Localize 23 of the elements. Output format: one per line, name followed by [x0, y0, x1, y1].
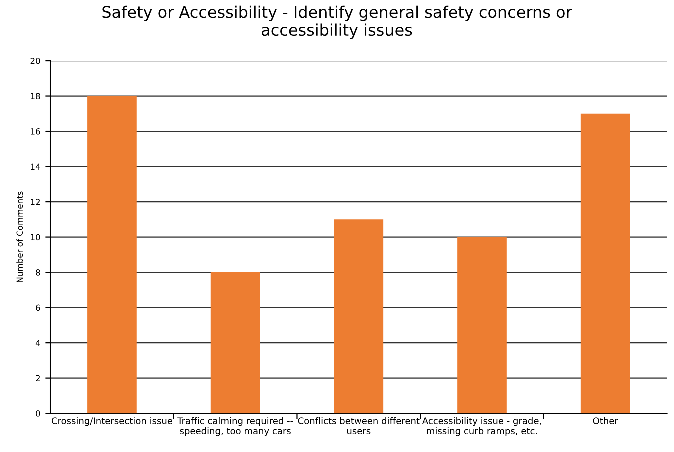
bar — [334, 220, 384, 414]
y-tick-label: 16 — [31, 128, 40, 135]
y-tick-label: 12 — [31, 199, 40, 206]
bar — [458, 237, 507, 414]
x-tick-label: Accessibility issue - grade, missing curb ramps, etc. — [422, 417, 542, 436]
x-tick-label: Traffic calming required -- speeding, too many cars — [178, 417, 294, 436]
y-axis-title: Number of Comments — [16, 192, 24, 282]
x-tick-label: Conflicts between different users — [298, 417, 420, 435]
x-tick-label: Other — [593, 417, 618, 424]
y-tick-label: 0 — [36, 410, 40, 417]
y-tick-label: 6 — [36, 304, 40, 312]
y-tick-label: 20 — [30, 58, 40, 64]
chart-title: Safety or Accessibility - Identify general safety concerns or accessibility issues — [102, 6, 572, 40]
y-tick-label: 14 — [31, 164, 40, 170]
y-tick-label: 8 — [36, 270, 40, 276]
y-tick-label: 10 — [31, 234, 40, 241]
bar — [580, 114, 630, 414]
y-tick-label: 2 — [36, 375, 40, 382]
bar — [88, 96, 137, 414]
y-tick-label: 4 — [36, 340, 40, 346]
x-tick-label: Crossing/Intersection issue — [52, 417, 172, 426]
y-tick-label: 18 — [31, 93, 40, 100]
bar — [210, 272, 260, 414]
